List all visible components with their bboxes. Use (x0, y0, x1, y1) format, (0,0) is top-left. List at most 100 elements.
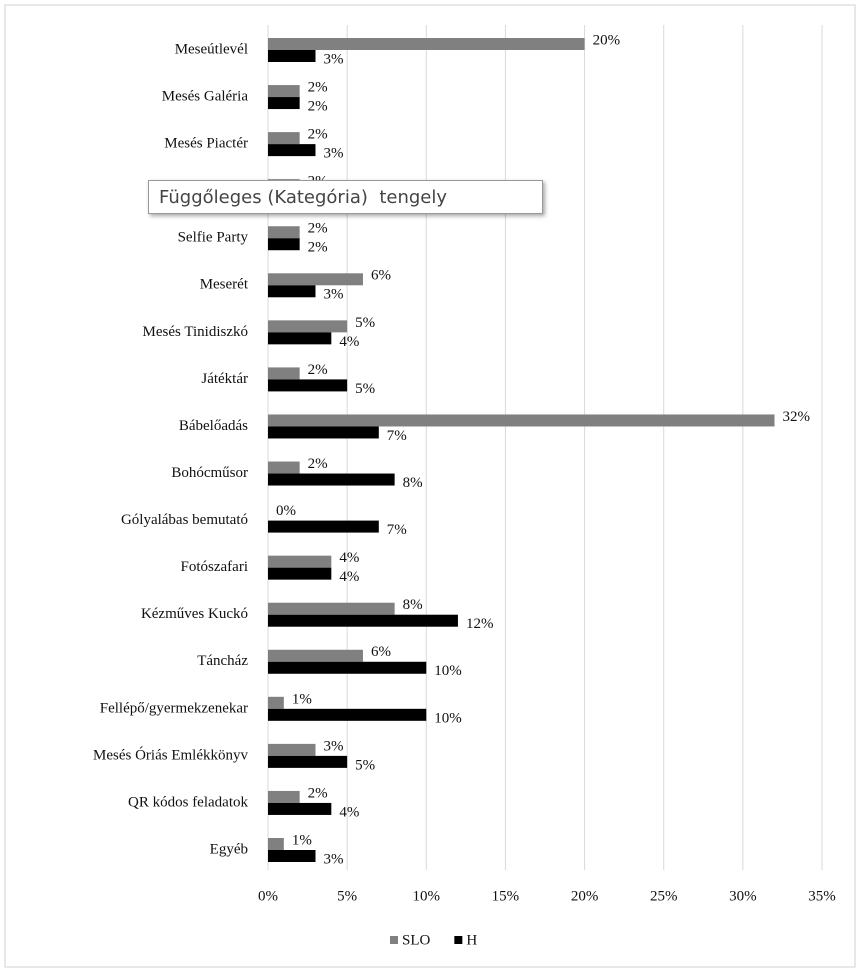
data-label: 1% (292, 691, 312, 707)
data-label: 2% (308, 127, 328, 143)
x-tick-label: 10% (413, 888, 441, 904)
bar (268, 367, 300, 380)
data-label: 3% (323, 738, 343, 754)
bar (268, 649, 363, 662)
bar (268, 238, 300, 251)
bar (268, 838, 284, 850)
data-label: 2% (308, 240, 328, 256)
y-tick-label: Fellépő/gyermekzenekar (100, 700, 248, 716)
data-label: 32% (783, 409, 811, 425)
data-label: 1% (292, 832, 312, 848)
data-label: 6% (371, 268, 391, 284)
legend-swatch (454, 936, 463, 944)
y-tick-label: Meserét (200, 277, 249, 293)
bar (268, 426, 379, 439)
bar (268, 696, 284, 709)
data-label: 4% (339, 550, 359, 566)
data-label: 7% (387, 522, 407, 538)
y-tick-label: Bábelőadás (179, 418, 248, 434)
y-tick-label: Mesés Tinidiszkó (143, 324, 248, 340)
data-label: 0% (276, 503, 296, 519)
bar (268, 379, 348, 392)
bar (268, 708, 427, 721)
bar (268, 743, 316, 756)
x-tick-label: 0% (258, 888, 278, 904)
data-label: 5% (355, 757, 375, 773)
bar (268, 414, 775, 427)
data-label: 8% (403, 597, 423, 613)
data-label: 7% (387, 428, 407, 444)
data-label: 5% (355, 315, 375, 331)
bar (268, 567, 332, 580)
bar (268, 473, 395, 486)
bar (268, 144, 316, 157)
bar (268, 320, 348, 333)
bar (268, 273, 363, 286)
y-tick-label: Játéktár (201, 371, 248, 387)
bar (268, 38, 585, 50)
y-tick-label: Bohócműsor (171, 465, 248, 481)
y-tick-label: Mesés Óriás Emlékkönyv (93, 746, 248, 763)
bar (268, 802, 332, 815)
x-tick-label: 20% (571, 888, 599, 904)
bar (268, 285, 316, 298)
y-tick-label: Egyéb (210, 841, 248, 857)
data-label: 12% (466, 616, 494, 632)
bar (268, 132, 300, 145)
data-label: 3% (323, 287, 343, 303)
bar (268, 520, 379, 533)
data-label: 3% (323, 146, 343, 162)
data-label: 20% (593, 32, 621, 48)
chart-area (4, 4, 856, 968)
data-label: 10% (434, 663, 462, 679)
data-label: 8% (403, 475, 423, 491)
legend-label: H (466, 932, 477, 948)
x-tick-label: 5% (337, 888, 357, 904)
bar (268, 50, 316, 62)
bar (268, 461, 300, 474)
legend-swatch (390, 936, 398, 944)
data-label: 2% (308, 79, 328, 95)
bar (268, 97, 300, 110)
y-tick-label: Meseútlevél (175, 41, 248, 57)
data-label: 5% (355, 381, 375, 397)
x-tick-label: 15% (492, 888, 520, 904)
x-tick-label: 25% (650, 888, 678, 904)
y-tick-label: Mesés Galéria (162, 88, 249, 104)
bar (268, 332, 332, 345)
y-tick-label: Selfie Party (178, 230, 249, 246)
data-label: 2% (308, 362, 328, 378)
bar (268, 755, 348, 768)
data-label: 2% (308, 456, 328, 472)
y-tick-label: Kézműves Kuckó (141, 606, 248, 622)
bar (268, 661, 427, 674)
y-tick-label: Fotószafari (181, 559, 248, 575)
data-label: 4% (339, 334, 359, 350)
x-tick-label: 35% (808, 888, 836, 904)
y-tick-label: Gólyalábas bemutató (121, 512, 248, 528)
data-label: 10% (434, 710, 462, 726)
data-label: 2% (308, 785, 328, 801)
x-tick-label: 30% (729, 888, 757, 904)
data-label: 3% (323, 851, 343, 867)
bar (268, 226, 300, 239)
data-label: 2% (308, 98, 328, 114)
bar (268, 602, 395, 615)
y-tick-label: Mesés Piactér (164, 136, 248, 152)
tooltip: Függőleges (Kategória) tengely (148, 180, 543, 214)
data-label: 2% (308, 221, 328, 237)
bar (268, 614, 458, 627)
y-tick-label: Táncház (197, 653, 248, 669)
data-label: 4% (339, 569, 359, 585)
bar (268, 850, 316, 862)
data-label: 4% (339, 804, 359, 820)
data-label: 3% (323, 51, 343, 67)
y-tick-label: QR kódos feladatok (128, 794, 248, 810)
data-label: 6% (371, 644, 391, 660)
legend-label: SLO (402, 932, 431, 948)
bar (268, 555, 332, 568)
bar (268, 790, 300, 803)
